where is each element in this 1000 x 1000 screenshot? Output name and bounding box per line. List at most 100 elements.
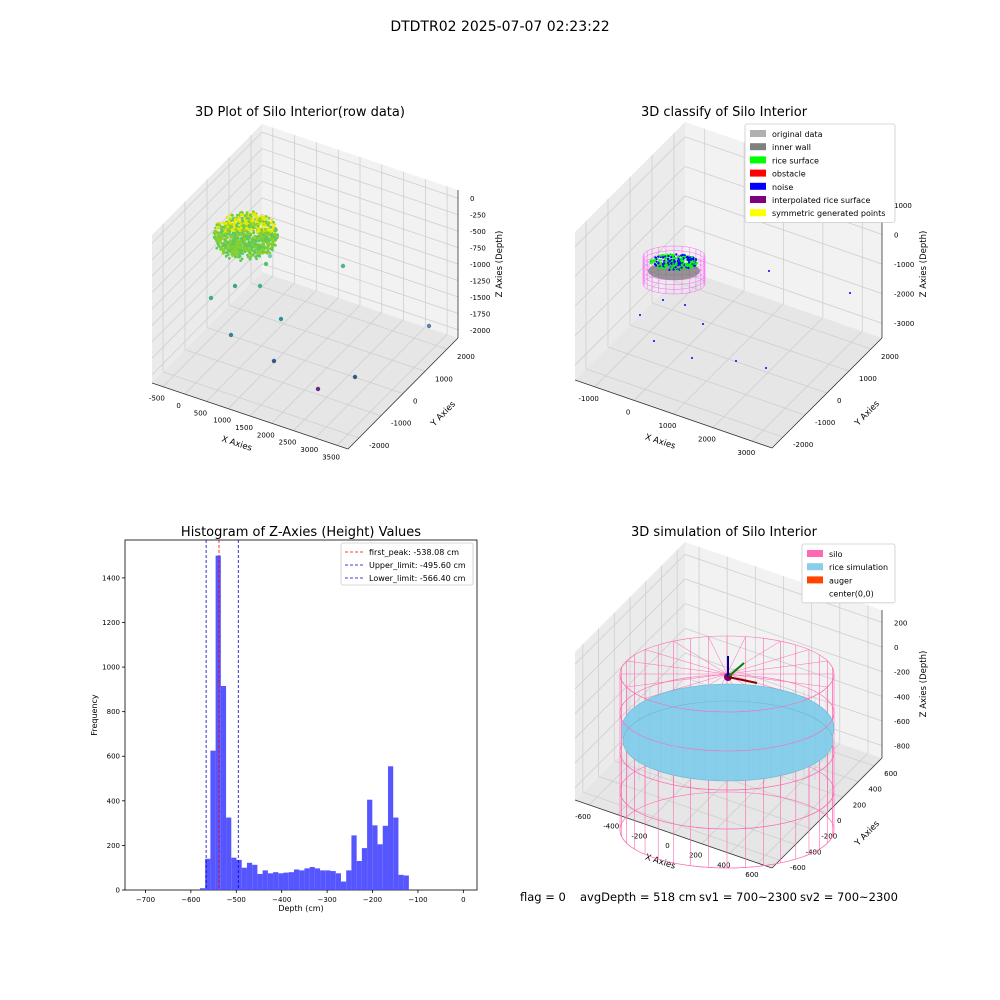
point-class [692,258,695,261]
histogram-bar [346,870,352,890]
histogram-bar [210,750,216,890]
x-tick-label: -200 [631,832,647,840]
x-tick-label: 0 [626,408,630,416]
y-tick-label: 0 [837,397,841,405]
y-axis-title: Frequency [90,694,99,736]
point-rice [243,246,247,250]
histogram-bar [382,825,388,890]
grid-line-y [614,760,812,830]
point-rice [233,217,237,221]
legend-label: noise [772,183,793,192]
point-class [657,262,660,265]
grid-line-z [574,225,883,336]
point-noise [768,270,770,272]
x-tick-label: 3000 [300,446,318,454]
point-class [668,268,671,271]
histogram-bar [278,873,284,890]
histogram-bar [325,870,331,890]
histogram-bar [372,825,378,890]
x-tick-label: 1000 [213,417,231,425]
point-rice [265,242,269,246]
point-rice [218,237,221,241]
point-rice [269,247,273,250]
point-rice [229,221,233,225]
point-class [661,254,664,257]
point-class [685,262,688,265]
point-class [664,257,667,260]
point-class [671,254,674,257]
grid-line-z [574,652,883,764]
point-rice [240,250,243,254]
point-outlier [315,386,321,392]
z-tick-label: -3000 [894,320,914,328]
point-rice [257,239,261,243]
point-rice [259,214,263,218]
point-rice [247,243,251,247]
z-tick-label: -800 [894,743,910,751]
point-class [663,262,666,265]
auger-axis-y [727,662,745,678]
grid-line-z [574,578,883,690]
legend-label: interpolated rice surface [772,196,870,205]
histogram-bar [226,817,232,890]
y-tick-label: -1000 [815,419,835,427]
point-class [666,257,670,260]
z-tick-label: -2000 [894,291,914,299]
point-class [667,255,670,258]
point-rice [234,228,238,231]
histogram-bar [367,799,373,890]
grid-line-z [574,603,883,714]
point-class [681,253,684,257]
point-rice [222,242,225,246]
point-class [650,261,653,264]
point-rice [250,240,254,244]
point-rice [221,229,224,233]
point-rice [274,233,277,237]
point-rice [251,225,255,229]
point-rice [244,220,248,224]
point-rice [230,213,234,217]
z-axis-title: Z Axies (Depth) [495,231,505,298]
histogram-bar [361,848,368,890]
point-outlier [278,316,284,322]
point-rice [258,229,261,233]
y-tick-label: 1000 [102,664,120,672]
histogram-bar [304,868,310,890]
y-tick-label: 0 [837,817,841,825]
point-rice [235,251,239,255]
point-rice [260,228,263,232]
point-rice [264,227,267,231]
histogram-bar [241,867,247,890]
y-tick-label: 0 [413,398,417,406]
grid-line-y [250,282,448,350]
y-tick-label: 400 [868,786,881,794]
legend-swatch [807,563,823,571]
point-rice [256,224,260,228]
y-tick-label: 1000 [435,375,453,383]
point-class [657,255,660,258]
x-axis-title: X Axies [644,432,677,451]
point-rice [220,237,224,241]
point-rice [273,223,277,226]
point-class [686,258,689,261]
point-rice [260,247,264,251]
point-class [670,256,673,259]
point-class [689,265,692,268]
y-tick-label: -600 [790,864,806,872]
point-rice [248,257,252,261]
histogram-bar [398,874,404,890]
point-rice [242,226,245,230]
point-rice [249,227,253,231]
point-class [690,256,693,259]
point-class [680,259,683,262]
point-class [683,255,687,258]
point-rice [227,227,230,231]
x-tick-label: −400 [272,896,291,904]
point-rice [236,225,240,229]
y-tick-label: 800 [107,708,120,716]
point-rice [232,232,236,236]
histogram-bar [309,867,315,890]
point-rice [225,216,229,219]
grid-line-y [162,371,360,439]
x-tick-label: 400 [717,861,730,869]
